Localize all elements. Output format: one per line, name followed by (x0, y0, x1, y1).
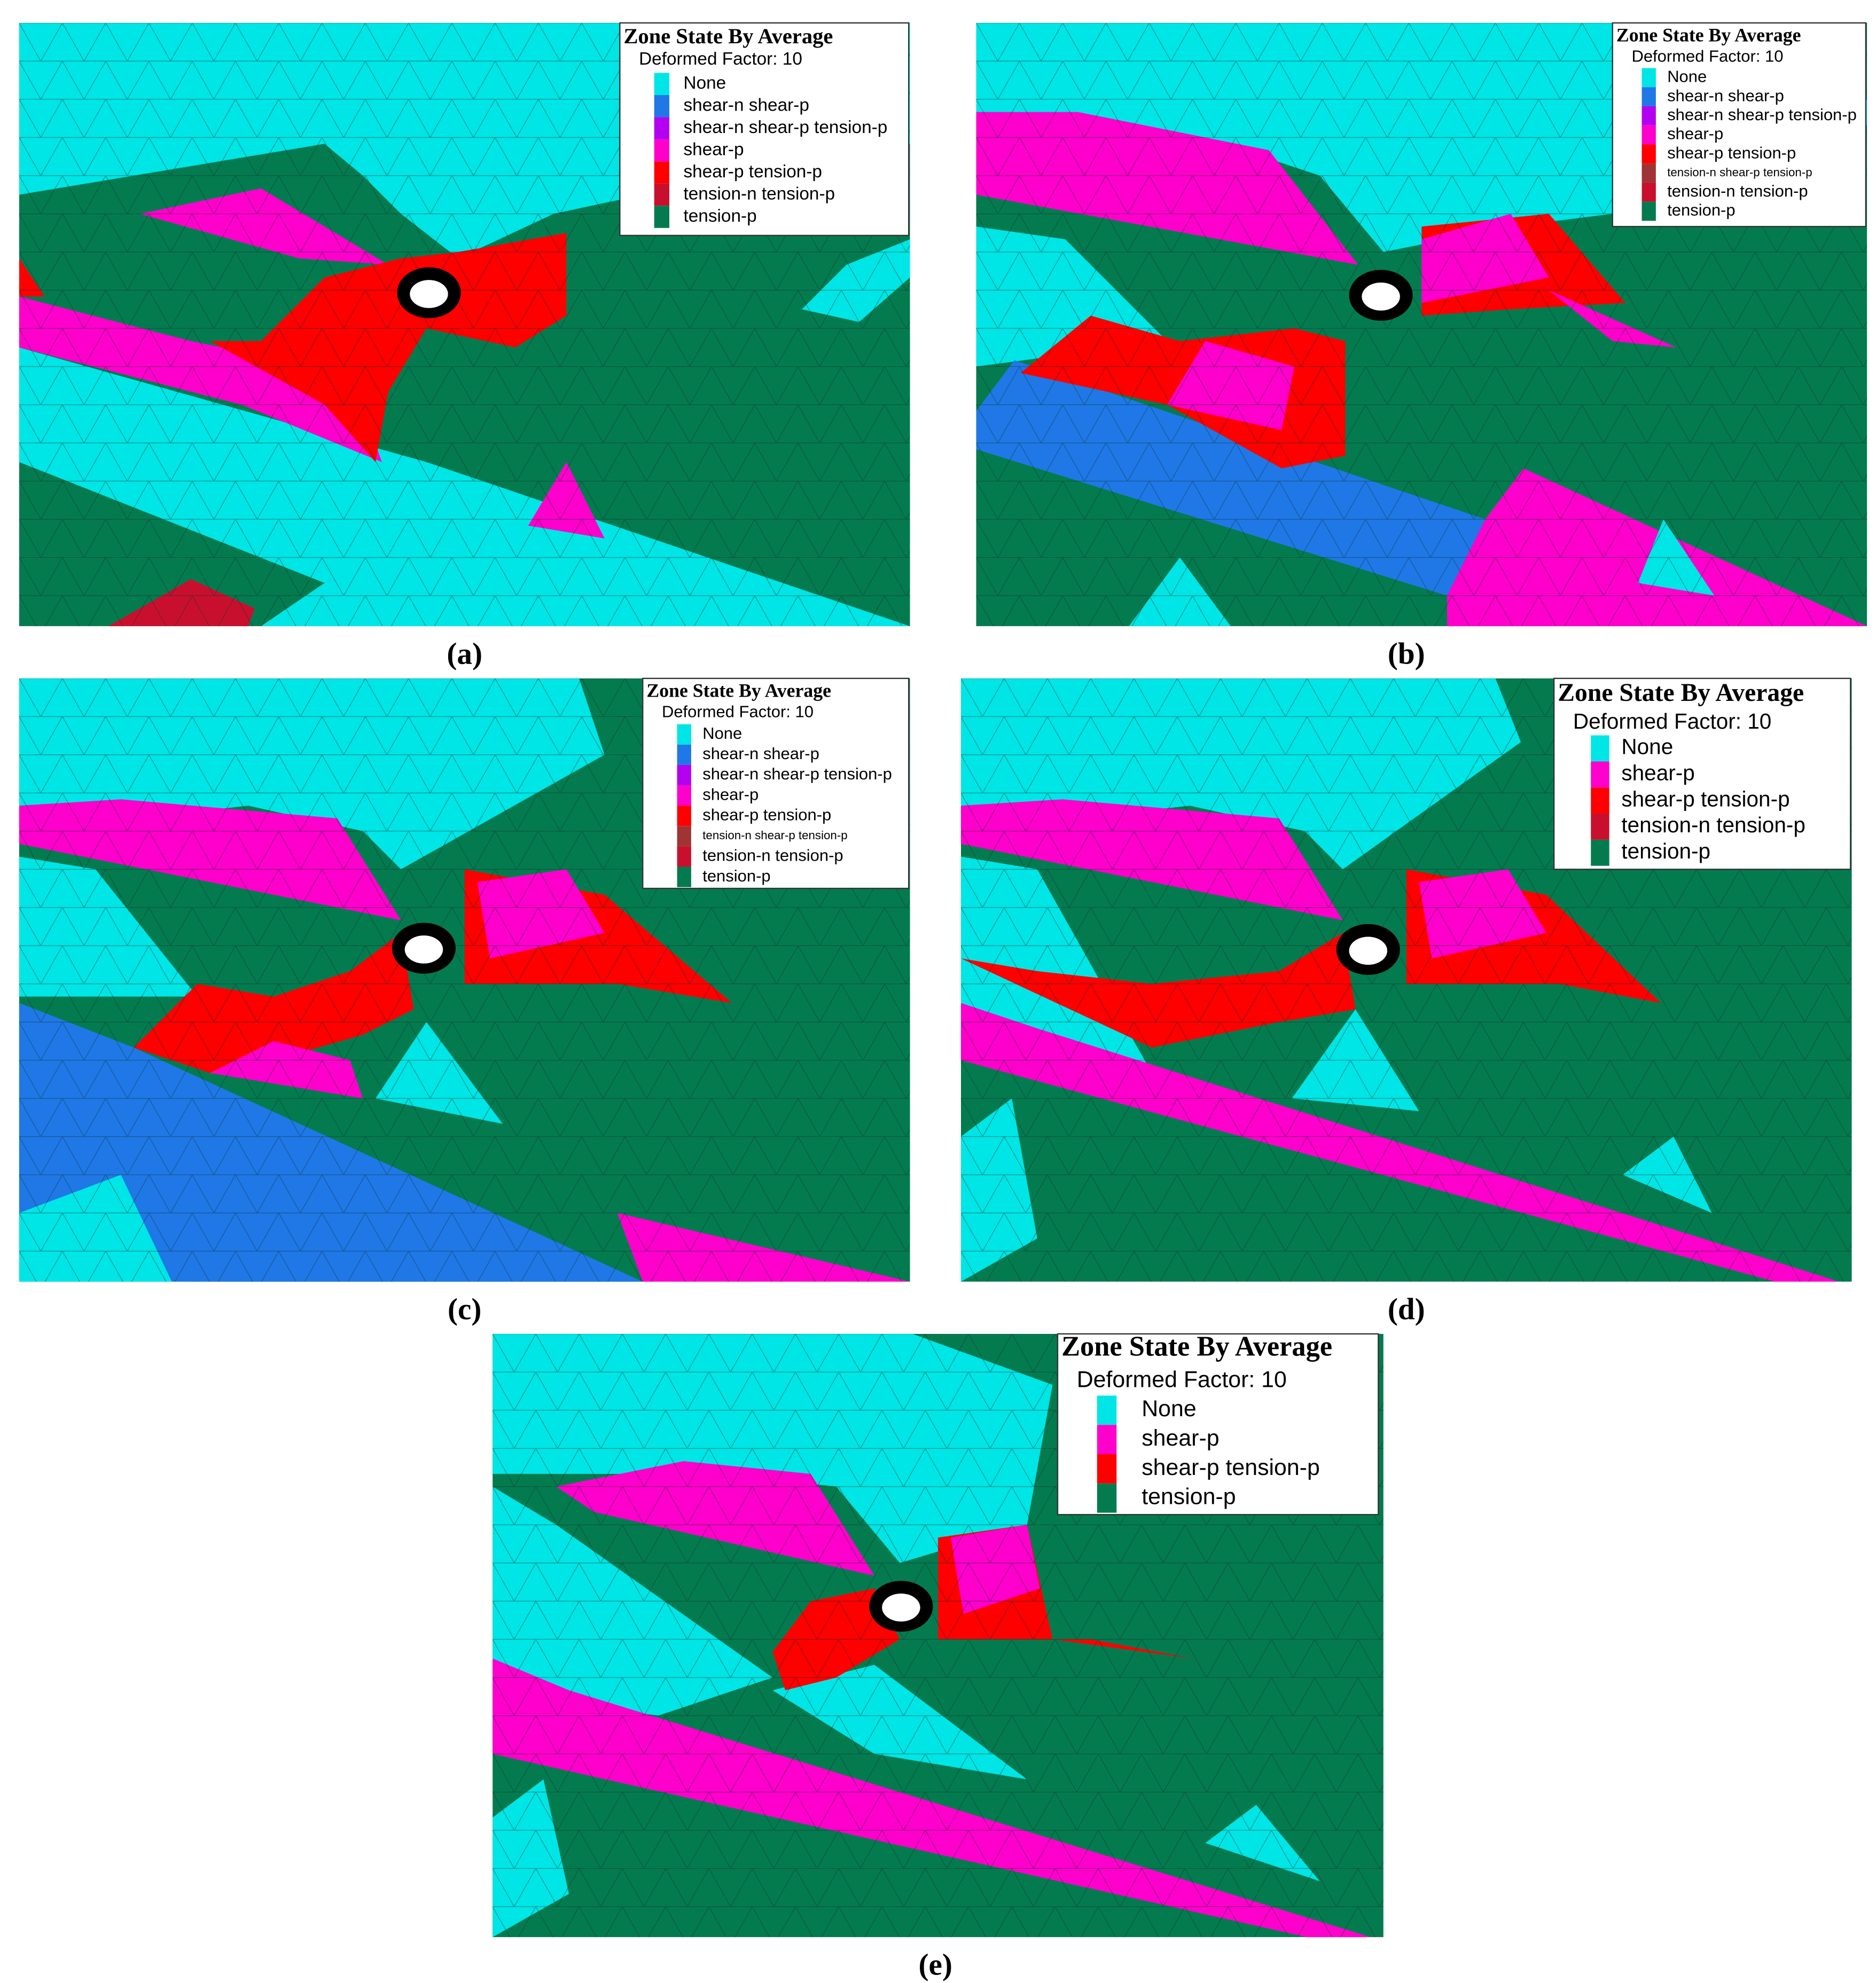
legend-label: tension-p (702, 866, 770, 885)
legend-swatch (1642, 163, 1656, 183)
panel-caption: (c) (448, 1293, 481, 1326)
legend-swatch (677, 724, 691, 745)
legend-label: tension-p (1142, 1484, 1236, 1510)
legend-label: tension-n tension-p (1667, 182, 1808, 200)
legend-swatch (654, 183, 670, 206)
legend-swatch (1097, 1454, 1117, 1484)
legend-label: shear-p (702, 785, 759, 803)
legend-label: tension-n shear-p tension-p (1667, 166, 1812, 179)
legend-swatch (1642, 144, 1656, 164)
legend-label: shear-p (1667, 124, 1723, 143)
legend-swatch (1642, 87, 1656, 106)
legend-swatch (1642, 106, 1656, 126)
legend-swatch (1642, 182, 1656, 202)
legend-swatch (1591, 839, 1609, 866)
legend-title: Zone State By Average (646, 680, 831, 701)
legend-label: shear-n shear-p (683, 96, 809, 115)
legend-label: None (1621, 735, 1673, 759)
legend-label: shear-n shear-p (702, 744, 819, 763)
simulation-plot (493, 1333, 1383, 1938)
legend-swatch (1097, 1395, 1117, 1425)
legend-label: tension-p (683, 206, 756, 226)
legend-swatch (1642, 68, 1656, 88)
tunnel-opening (404, 935, 443, 964)
legend-label: shear-n shear-p tension-p (1667, 105, 1857, 124)
legend-label: shear-p tension-p (1142, 1455, 1320, 1480)
simulation-plot (976, 22, 1867, 627)
legend-label: tension-p (1621, 839, 1710, 863)
legend-label: tension-n tension-p (702, 846, 843, 865)
legend-swatch (1097, 1425, 1117, 1455)
legend-label: shear-n shear-p tension-p (702, 764, 892, 783)
legend-label: shear-p (1142, 1425, 1219, 1451)
tunnel-opening (410, 280, 448, 308)
legend-swatch (677, 806, 691, 826)
tunnel-opening (1362, 282, 1400, 311)
legend-swatch (677, 764, 691, 786)
legend-swatch (654, 73, 670, 95)
legend-subtitle: Deformed Factor: 10 (662, 702, 814, 721)
legend-swatch (654, 139, 670, 162)
legend-label: shear-p tension-p (683, 162, 822, 182)
legend-swatch (1591, 814, 1609, 840)
legend-label: None (1667, 67, 1707, 86)
legend-swatch (1097, 1483, 1117, 1513)
panel-caption: (a) (447, 637, 482, 671)
legend-label: shear-p tension-p (1621, 786, 1789, 811)
legend-subtitle: Deformed Factor: 10 (1631, 46, 1783, 65)
legend-label: shear-p tension-p (1667, 143, 1796, 162)
legend-swatch (654, 161, 670, 184)
legend-swatch (1642, 125, 1656, 145)
legend-swatch (1591, 787, 1609, 814)
legend-swatch (654, 117, 670, 139)
legend-label: shear-p (683, 139, 744, 159)
legend-swatch (1591, 761, 1609, 788)
legend-label: shear-n shear-p (1667, 86, 1784, 105)
legend-title: Zone State By Average (1558, 679, 1804, 707)
legend-swatch (677, 866, 691, 887)
legend-label: None (1142, 1396, 1197, 1422)
legend-swatch (654, 95, 670, 118)
panel-caption: (d) (1388, 1293, 1425, 1326)
legend-swatch (677, 785, 691, 806)
legend-label: tension-n tension-p (1621, 813, 1805, 837)
legend-label: None (702, 724, 742, 743)
legend-swatch (1642, 201, 1656, 221)
legend-label: shear-n shear-p tension-p (683, 118, 887, 137)
legend-label: tension-p (1667, 201, 1735, 220)
legend-swatch (677, 744, 691, 765)
legend-label: tension-n tension-p (683, 184, 835, 204)
panel-caption: (e) (919, 1948, 952, 1982)
legend-label: shear-p tension-p (702, 805, 831, 824)
legend-swatch (677, 846, 691, 867)
legend-label: shear-p (1621, 760, 1694, 785)
legend-subtitle: Deformed Factor: 10 (1077, 1367, 1287, 1392)
legend-subtitle: Deformed Factor: 10 (639, 49, 802, 69)
legend-swatch (677, 826, 691, 847)
legend-swatch (1591, 735, 1609, 762)
legend-label: None (683, 73, 726, 93)
legend-title: Zone State By Average (624, 24, 833, 48)
panel-caption: (b) (1388, 637, 1425, 671)
legend-subtitle: Deformed Factor: 10 (1573, 709, 1771, 733)
legend-title: Zone State By Average (1061, 1331, 1332, 1362)
tunnel-opening (882, 1593, 920, 1622)
legend-swatch (654, 206, 670, 228)
legend-label: tension-n shear-p tension-p (702, 829, 847, 842)
legend-title: Zone State By Average (1616, 24, 1801, 45)
tunnel-opening (1349, 936, 1388, 965)
